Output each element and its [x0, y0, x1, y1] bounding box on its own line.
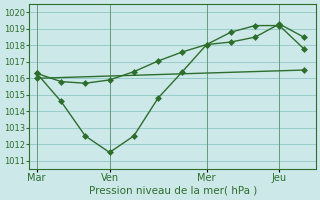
X-axis label: Pression niveau de la mer( hPa ): Pression niveau de la mer( hPa ) [89, 186, 257, 196]
